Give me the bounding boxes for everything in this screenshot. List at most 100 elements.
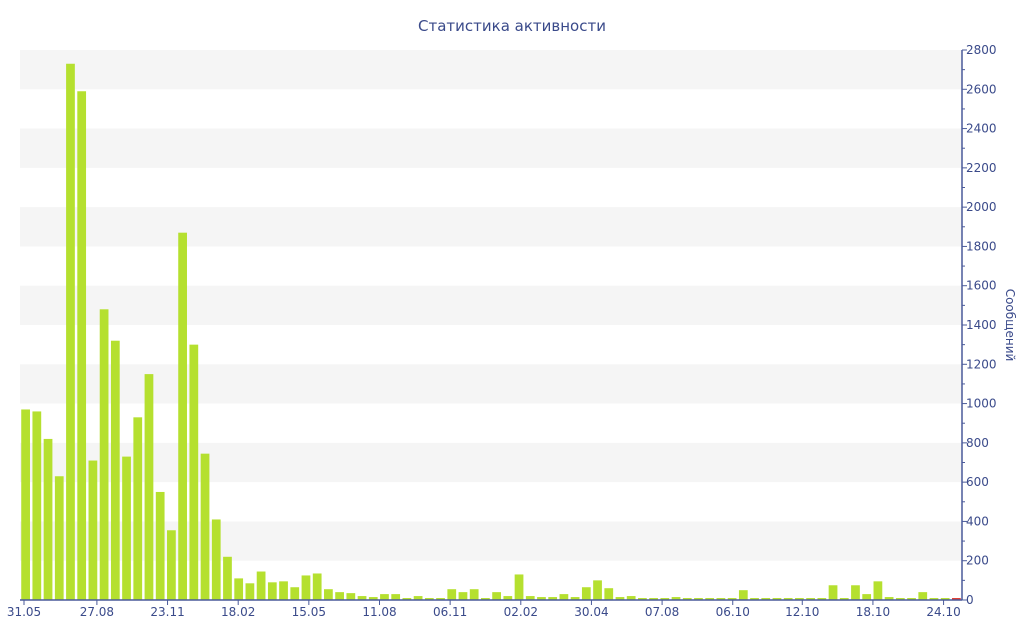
bar[interactable] [133,417,143,600]
bar[interactable] [66,63,75,600]
y-tick-label: 400 [966,514,989,528]
y-tick-label: 800 [966,436,989,450]
bar[interactable] [312,573,322,600]
bar[interactable] [335,592,344,600]
bar[interactable] [514,574,524,600]
bar[interactable] [110,340,120,600]
bar[interactable] [290,587,300,600]
x-tick-label: 23.11 [150,605,184,619]
bar[interactable] [705,598,715,600]
y-tick-label: 1800 [966,239,997,253]
bar[interactable] [884,597,894,600]
bar[interactable] [537,597,546,600]
bar[interactable] [750,598,759,600]
y-ticks: 0 200 400 600 800 1000 1200 1400 1600 1800 2000 220… [962,43,997,607]
bar[interactable] [918,592,928,600]
x-tick-label: 06.10 [716,605,750,619]
x-tick-label: 02.02 [504,605,538,619]
bar[interactable] [458,592,468,600]
bar[interactable] [660,598,670,600]
y-tick-label: 2000 [966,200,997,214]
bar[interactable] [245,583,255,600]
bar[interactable] [716,598,726,600]
bar[interactable] [380,594,389,600]
bar[interactable] [324,589,333,600]
bar[interactable] [178,232,187,600]
bar[interactable] [671,597,681,600]
bar[interactable] [301,575,311,600]
bar[interactable] [940,598,950,600]
bar[interactable] [447,589,457,600]
bar[interactable] [256,571,266,600]
bar[interactable] [413,596,423,600]
bar[interactable] [391,594,401,600]
bar[interactable] [525,596,535,600]
grid-band [20,128,962,168]
bar[interactable] [895,598,905,600]
bar[interactable] [862,594,872,600]
bar[interactable] [873,581,883,600]
bar[interactable] [357,596,367,600]
bar[interactable] [548,597,558,600]
y-tick-label: 600 [966,475,989,489]
bar[interactable] [682,598,692,600]
bar[interactable] [436,598,445,600]
bar[interactable] [839,598,849,600]
bar[interactable] [200,453,210,600]
bar[interactable] [54,476,64,600]
x-tick-label: 06.11 [433,605,467,619]
bar[interactable] [223,556,232,600]
bar[interactable] [772,598,782,600]
bar[interactable] [503,596,513,600]
bar[interactable] [32,411,42,600]
bar[interactable] [402,598,412,600]
bar[interactable] [267,582,277,600]
bar[interactable] [626,596,636,600]
bar[interactable] [851,585,860,600]
bar[interactable] [604,588,614,600]
bar[interactable] [279,581,288,600]
y-tick-label: 2400 [966,122,997,136]
y-tick-label: 1000 [966,397,997,411]
bar[interactable] [649,598,658,600]
bar[interactable] [727,598,737,600]
bar[interactable] [43,438,53,600]
bar[interactable] [21,409,30,600]
bar[interactable] [828,585,838,600]
bar[interactable] [615,597,625,600]
bar[interactable] [424,598,434,600]
bar[interactable] [122,456,131,600]
bar[interactable] [783,598,793,600]
bar[interactable] [638,598,647,600]
bar[interactable] [492,592,501,600]
bar[interactable] [593,580,602,600]
bar[interactable] [368,597,378,600]
bar[interactable] [155,491,165,600]
bar[interactable] [559,594,569,600]
bar[interactable] [795,598,804,600]
bar[interactable] [144,374,154,600]
bar[interactable] [189,344,199,600]
bar[interactable] [581,587,591,600]
bar[interactable] [469,589,479,600]
bar[interactable] [694,598,703,600]
bar[interactable] [806,598,815,600]
bar[interactable] [234,578,244,600]
bar[interactable] [952,598,961,600]
bar[interactable] [929,598,939,600]
bar[interactable] [817,598,827,600]
x-tick-label: 12.10 [785,605,819,619]
bar[interactable] [346,593,356,601]
grid-band [20,364,962,404]
bar[interactable] [99,309,109,600]
bar[interactable] [77,91,87,600]
bar[interactable] [88,460,98,600]
bar[interactable] [167,530,176,600]
bar[interactable] [211,519,221,600]
bar[interactable] [907,598,916,600]
bar[interactable] [481,598,490,600]
bar[interactable] [761,598,771,600]
bar[interactable] [570,597,580,600]
bar[interactable] [738,590,748,600]
y-tick-label: 2600 [966,82,997,96]
